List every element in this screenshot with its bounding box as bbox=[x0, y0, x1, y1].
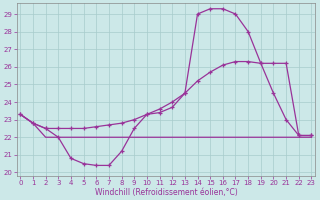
X-axis label: Windchill (Refroidissement éolien,°C): Windchill (Refroidissement éolien,°C) bbox=[94, 188, 237, 197]
